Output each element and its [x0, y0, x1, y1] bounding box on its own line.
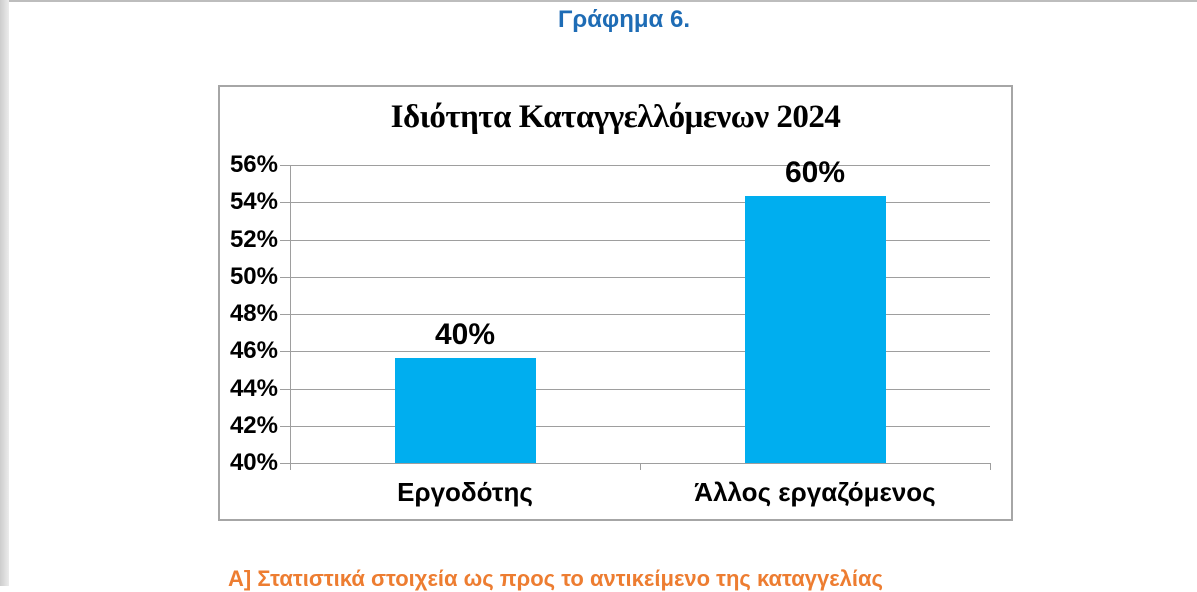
y-tick-label: 46%	[229, 337, 278, 365]
bar-value-label: 60%	[784, 155, 846, 189]
category-label: Άλλος εργαζόμενος	[694, 477, 936, 507]
x-axis-tick	[290, 463, 291, 470]
y-tick-label: 40%	[229, 449, 278, 476]
bar-value-label: 40%	[434, 317, 496, 351]
gridline	[280, 388, 990, 390]
gridline	[280, 202, 990, 204]
bar	[394, 357, 536, 463]
y-tick-label: 54%	[229, 188, 278, 216]
figure-caption: Γράφημα 6.	[558, 6, 690, 33]
y-tick-label: 48%	[229, 300, 278, 327]
chart-title: Ιδιότητα Καταγγελλόμενων 2024	[390, 99, 841, 135]
y-tick-label: 56%	[229, 151, 278, 178]
y-tick-label: 44%	[229, 374, 278, 402]
y-tick-label: 42%	[229, 411, 278, 439]
plot-area: 56% 54% 52% 50% 48% 46% 44% 42% 40% 40% Εργοδότης 6…	[230, 151, 991, 507]
gridline	[280, 314, 990, 315]
y-axis-line	[290, 165, 291, 470]
gridline	[280, 425, 990, 427]
page-top-border	[0, 0, 1197, 2]
section-heading: Α] Στατιστικά στοιχεία ως προς το αντικε…	[228, 566, 883, 591]
page-edge-strip	[0, 0, 9, 586]
y-tick-label: 50%	[229, 262, 278, 290]
gridline	[280, 239, 990, 241]
gridline	[280, 276, 990, 278]
x-axis-tick	[990, 463, 991, 470]
chart-frame: Ιδιότητα Καταγγελλόμενων 2024 56% 54% 52% 5…	[218, 85, 1013, 521]
gridline	[280, 463, 990, 464]
x-axis-tick	[640, 463, 641, 470]
y-tick-label: 52%	[229, 225, 278, 253]
gridline	[280, 351, 990, 353]
category-label: Εργοδότης	[397, 477, 533, 507]
gridline	[280, 165, 990, 166]
bar	[744, 195, 886, 463]
